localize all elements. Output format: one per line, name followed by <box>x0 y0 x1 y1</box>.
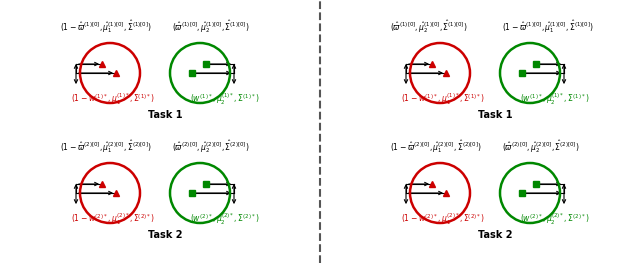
Text: $(w^{(2)*}, \mu_2^{(2)*}, \Sigma^{(2)*})$: $(w^{(2)*}, \mu_2^{(2)*}, \Sigma^{(2)*})… <box>520 212 589 227</box>
Text: $(w^{(1)*}, \mu_2^{(1)*}, \Sigma^{(1)*})$: $(w^{(1)*}, \mu_2^{(1)*}, \Sigma^{(1)*})… <box>520 92 589 108</box>
Text: Task 2: Task 2 <box>477 230 512 240</box>
Text: Task 1: Task 1 <box>477 110 512 120</box>
Text: $(1 - w^{(1)*}, \mu_1^{(1)*}, \Sigma^{(1)*})$: $(1 - w^{(1)*}, \mu_1^{(1)*}, \Sigma^{(1… <box>71 92 155 108</box>
Text: $(1 - \hat{\varpi}^{(1)[0]}, \hat{\mu}_1^{(1)[0]}, \hat{\Sigma}^{(1)[0]})$: $(1 - \hat{\varpi}^{(1)[0]}, \hat{\mu}_1… <box>60 18 152 35</box>
Text: $(w^{(1)*}, \mu_2^{(1)*}, \Sigma^{(1)*})$: $(w^{(1)*}, \mu_2^{(1)*}, \Sigma^{(1)*})… <box>190 92 260 108</box>
Text: Task 2: Task 2 <box>148 230 182 240</box>
Text: $(1 - w^{(2)*}, \mu_1^{(2)*}, \Sigma^{(2)*})$: $(1 - w^{(2)*}, \mu_1^{(2)*}, \Sigma^{(2… <box>71 212 155 227</box>
Text: $(\hat{\varpi}^{(1)[0]}, \hat{\mu}_2^{(1)[0]}, \hat{\Sigma}^{(1)[0]})$: $(\hat{\varpi}^{(1)[0]}, \hat{\mu}_2^{(1… <box>172 18 250 35</box>
Text: $(1 - w^{(2)*}, \mu_1^{(2)*}, \Sigma^{(2)*})$: $(1 - w^{(2)*}, \mu_1^{(2)*}, \Sigma^{(2… <box>401 212 485 227</box>
Text: $(w^{(2)*}, \mu_2^{(2)*}, \Sigma^{(2)*})$: $(w^{(2)*}, \mu_2^{(2)*}, \Sigma^{(2)*})… <box>190 212 260 227</box>
Text: $(1 - \hat{\varpi}^{(2)[0]}, \hat{\mu}_1^{(2)[0]}, \hat{\Sigma}^{(2)[0]})$: $(1 - \hat{\varpi}^{(2)[0]}, \hat{\mu}_1… <box>390 138 482 155</box>
Text: Task 1: Task 1 <box>148 110 182 120</box>
Text: $(1 - w^{(1)*}, \mu_1^{(1)*}, \Sigma^{(1)*})$: $(1 - w^{(1)*}, \mu_1^{(1)*}, \Sigma^{(1… <box>401 92 485 108</box>
Text: $(\hat{\varpi}^{(1)[0]}, \hat{\mu}_2^{(1)[0]}, \hat{\Sigma}^{(1)[0]})$: $(\hat{\varpi}^{(1)[0]}, \hat{\mu}_2^{(1… <box>390 18 468 35</box>
Text: $(\hat{\varpi}^{(2)[0]}, \hat{\mu}_2^{(2)[0]}, \hat{\Sigma}^{(2)[0]})$: $(\hat{\varpi}^{(2)[0]}, \hat{\mu}_2^{(2… <box>172 138 250 155</box>
Text: $(\hat{\varpi}^{(2)[0]}, \hat{\mu}_2^{(2)[0]}, \hat{\Sigma}^{(2)[0]})$: $(\hat{\varpi}^{(2)[0]}, \hat{\mu}_2^{(2… <box>502 138 580 155</box>
Text: $(1 - \hat{\varpi}^{(1)[0]}, \hat{\mu}_1^{(1)[0]}, \hat{\Sigma}^{(1)[0]})$: $(1 - \hat{\varpi}^{(1)[0]}, \hat{\mu}_1… <box>502 18 594 35</box>
Text: $(1 - \hat{\varpi}^{(2)[0]}, \hat{\mu}_1^{(2)[0]}, \hat{\Sigma}^{(2)[0]})$: $(1 - \hat{\varpi}^{(2)[0]}, \hat{\mu}_1… <box>60 138 152 155</box>
